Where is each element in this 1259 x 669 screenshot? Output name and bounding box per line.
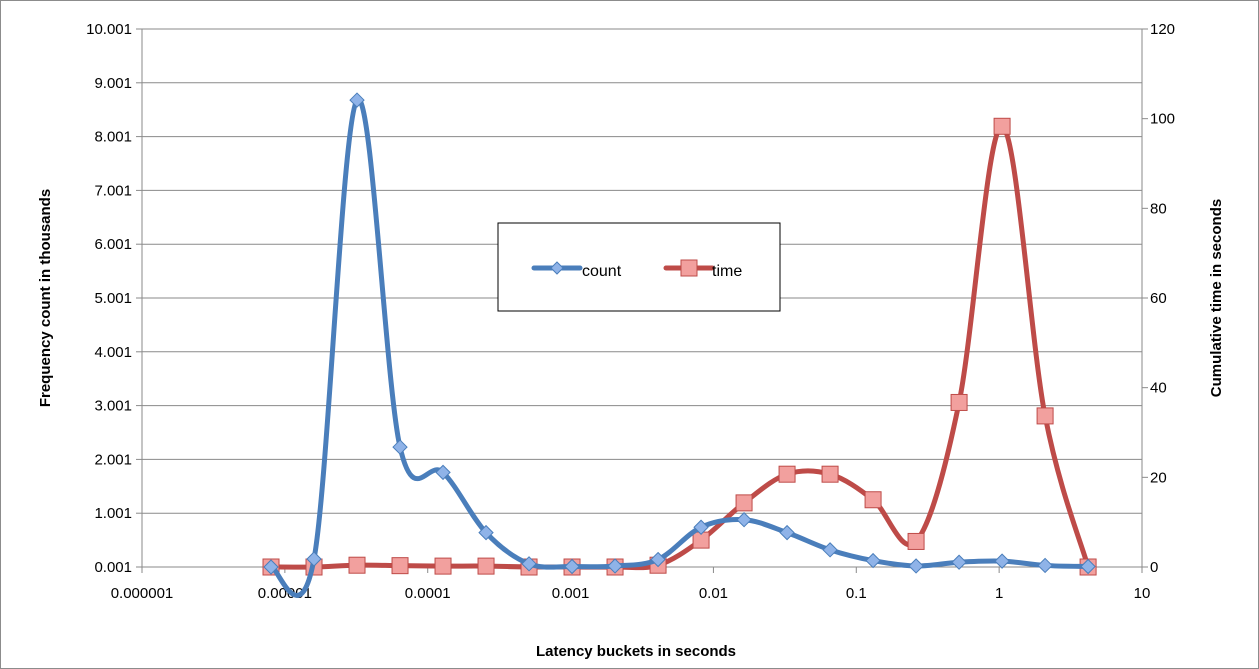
count-point: [736, 512, 752, 528]
series-layer: [262, 92, 1097, 598]
count-point: [607, 558, 623, 574]
x-tick-label: 1: [995, 585, 1003, 602]
left-tick-label: 9.001: [94, 75, 132, 92]
left-tick-label: 4.001: [94, 344, 132, 361]
right-axis-ticks: 0 20 40 60 80 100 120: [1142, 21, 1175, 576]
count-point: [478, 524, 494, 541]
x-axis-ticks: 0.000001 0.00001 0.0001 0.001 0.01 0.1 1 10: [111, 567, 1151, 602]
count-point: [349, 92, 365, 108]
left-tick-label: 8.001: [94, 129, 132, 146]
y2-axis-title: Cumulative time in seconds: [1208, 199, 1225, 397]
count-point: [693, 519, 709, 535]
legend-count-label: count: [582, 263, 622, 280]
left-tick-label: 3.001: [94, 398, 132, 415]
right-tick-label: 120: [1150, 21, 1175, 38]
count-point: [1080, 558, 1096, 575]
left-tick-label: 2.001: [94, 451, 132, 468]
y-axis-title: Frequency count in thousands: [37, 189, 54, 407]
time-point: [864, 491, 882, 509]
time-point: [391, 557, 409, 575]
x-tick-label: 0.001: [552, 585, 590, 602]
x-tick-label: 0.01: [699, 585, 728, 602]
left-tick-label: 5.001: [94, 290, 132, 307]
right-tick-label: 80: [1150, 200, 1167, 217]
x-tick-label: 10: [1134, 585, 1151, 602]
legend: count time: [497, 222, 781, 312]
count-point: [1037, 557, 1053, 574]
right-tick-label: 40: [1150, 380, 1167, 397]
left-tick-label: 6.001: [94, 236, 132, 253]
time-point: [993, 117, 1011, 135]
count-point: [951, 554, 967, 570]
left-tick-label: 10.001: [86, 21, 132, 38]
count-point: [263, 559, 279, 575]
x-axis-title: Latency buckets in seconds: [536, 643, 736, 660]
time-point: [1036, 407, 1054, 425]
series-time-line: [268, 123, 1091, 571]
legend-time-marker: [680, 259, 698, 277]
x-tick-label: 0.0001: [405, 585, 451, 602]
left-axis-ticks: 0.001 1.001 2.001 3.001 4.001 5.001 6.001 7.001…: [86, 21, 142, 576]
count-point: [564, 558, 580, 575]
count-point: [306, 551, 322, 567]
count-point: [779, 524, 795, 541]
count-point: [908, 558, 924, 574]
count-point: [650, 551, 666, 568]
right-tick-label: 20: [1150, 469, 1167, 486]
time-point: [821, 465, 839, 483]
time-point: [907, 532, 925, 550]
time-point: [434, 557, 452, 575]
count-point: [822, 542, 838, 558]
series-count: [263, 92, 1096, 598]
gridlines: [142, 28, 1142, 514]
left-tick-label: 1.001: [94, 505, 132, 522]
count-point: [392, 439, 408, 455]
legend-time-label: time: [712, 263, 742, 280]
right-tick-label: 100: [1150, 111, 1175, 128]
time-point: [348, 556, 366, 574]
x-tick-label: 0.000001: [111, 585, 174, 602]
count-point: [865, 552, 881, 569]
time-point: [477, 557, 495, 575]
left-tick-label: 7.001: [94, 182, 132, 199]
right-tick-label: 0: [1150, 559, 1158, 576]
right-tick-label: 60: [1150, 290, 1167, 307]
time-point: [735, 494, 753, 512]
time-point: [778, 465, 796, 483]
time-point: [950, 393, 968, 411]
count-point: [521, 556, 537, 572]
x-tick-label: 0.1: [846, 585, 867, 602]
left-tick-label: 0.001: [94, 559, 132, 576]
legend-count-marker: [550, 261, 564, 275]
count-point: [435, 464, 451, 481]
count-point: [994, 553, 1010, 569]
